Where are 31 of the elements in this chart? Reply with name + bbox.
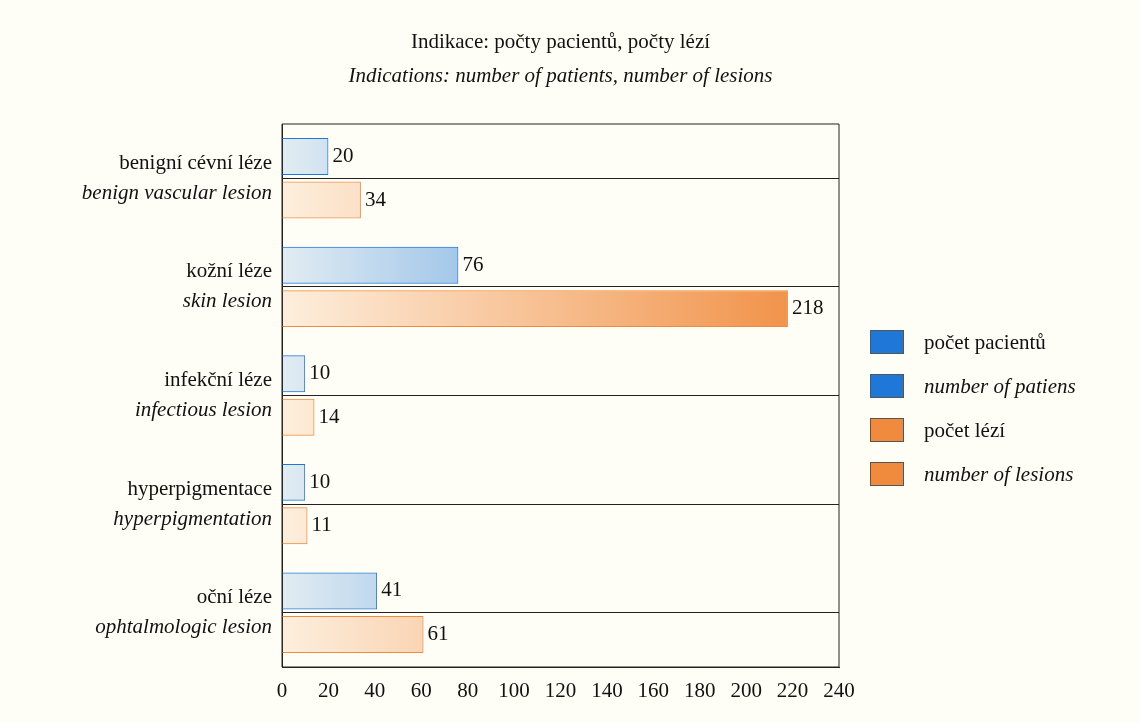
x-tick-label: 160 (637, 678, 670, 703)
x-tick-label: 80 (457, 678, 479, 703)
data-label: 14 (318, 403, 340, 428)
data-label: 10 (309, 360, 331, 385)
data-label: 11 (311, 512, 332, 537)
x-tick-label: 0 (276, 678, 288, 703)
x-tick-label: 20 (317, 678, 339, 703)
data-label: 20 (332, 143, 354, 168)
x-tick-label: 220 (776, 678, 809, 703)
y-tick-label: benigní cévní léze benign vascular lesion (81, 149, 272, 204)
chart-subtitle: Indications: number of patients, number of lesions (347, 62, 774, 89)
x-tick-label: 40 (364, 678, 386, 703)
data-label: 10 (309, 468, 331, 493)
x-tick-label: 200 (730, 678, 762, 703)
x-tick-label: 60 (410, 678, 432, 703)
y-tick-label: infekční léze infectious lesion (134, 367, 272, 422)
data-label: 61 (427, 620, 449, 645)
y-tick-label: hyperpigmentace hyperpigmentation (113, 475, 272, 530)
chart-title: Indikace: počty pacientů, počty lézí (409, 28, 712, 55)
data-label: 76 (462, 251, 484, 276)
legend-label: počet lézí number of lesions (924, 417, 1074, 487)
x-tick-label: 180 (684, 678, 716, 703)
data-label: 41 (381, 577, 403, 602)
x-tick-label: 100 (498, 678, 530, 703)
y-tick-label: oční léze ophtalmologic lesion (95, 584, 272, 639)
x-tick-label: 120 (544, 678, 577, 703)
data-label: 34 (364, 186, 387, 211)
data-label: 218 (791, 295, 824, 320)
x-tick-label: 140 (591, 678, 623, 703)
x-tick-label: 240 (823, 678, 855, 703)
y-tick-label: kožní léze skin lesion (182, 258, 272, 313)
